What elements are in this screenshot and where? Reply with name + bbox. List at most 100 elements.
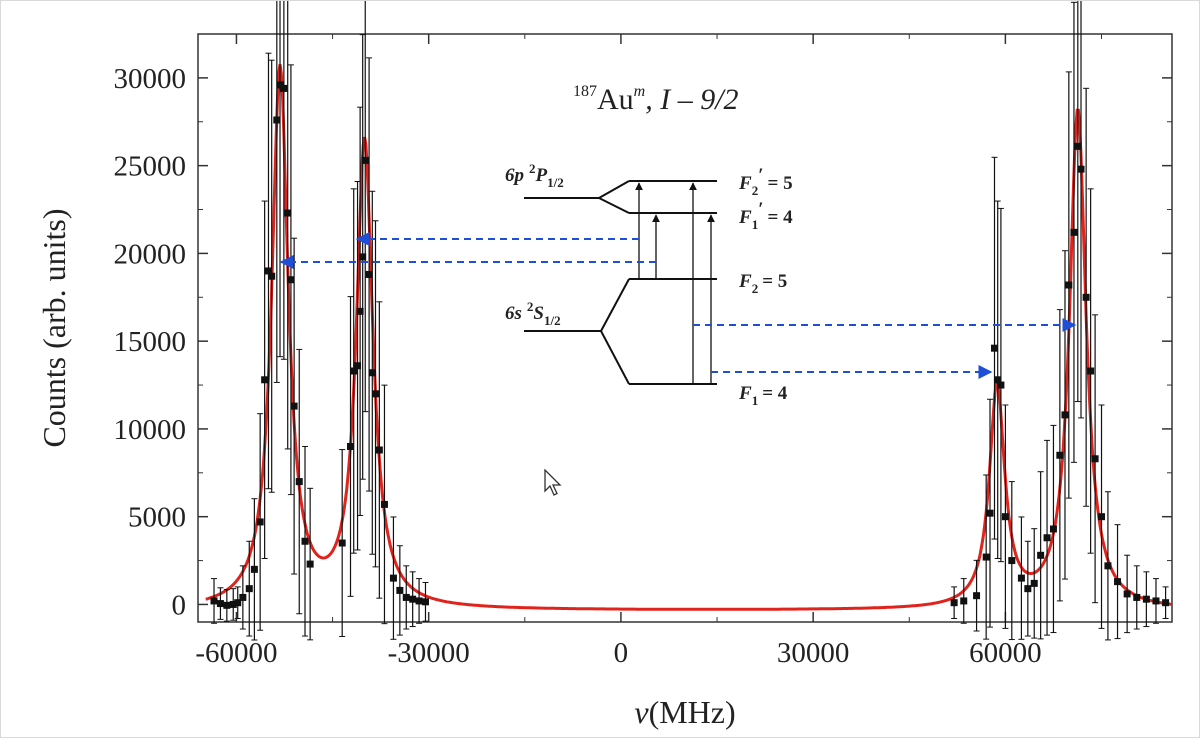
- x-tick-label: 0: [614, 637, 629, 669]
- data-point: [409, 571, 417, 628]
- data-point: [1030, 528, 1038, 639]
- point-marker: [986, 509, 994, 517]
- point-marker: [409, 595, 417, 603]
- x-tick-labels: -60000 -30000 0 30000 60000: [195, 637, 1041, 669]
- data-point: [295, 348, 303, 615]
- y-tick-label: 25000: [114, 151, 187, 183]
- lower-split-bottom: [600, 330, 630, 385]
- point-marker: [950, 599, 958, 607]
- data-point: [1001, 404, 1009, 629]
- point-marker: [1104, 562, 1112, 570]
- point-marker: [997, 381, 1005, 389]
- point-marker: [1082, 293, 1090, 301]
- point-marker: [350, 367, 358, 375]
- point-marker: [1114, 578, 1122, 586]
- y-tick-labels: 0 5000 10000 15000 20000 25000 30000: [114, 63, 187, 622]
- sublevel-label-F2p: F2′ = 5: [738, 165, 793, 198]
- point-marker: [256, 518, 264, 526]
- data-point: [1070, 1, 1078, 463]
- point-marker: [347, 442, 355, 450]
- point-marker: [368, 369, 376, 377]
- y-axis-title: Counts (arb. units): [36, 208, 72, 447]
- data-point: [1065, 71, 1073, 499]
- data-point: [1142, 571, 1150, 628]
- y-tick-label: 5000: [128, 502, 186, 534]
- data-point: [365, 57, 373, 492]
- data-point: [347, 296, 355, 597]
- x-tick-label: 60000: [969, 637, 1042, 669]
- point-marker: [960, 597, 968, 605]
- y-tick-label: 15000: [114, 326, 187, 358]
- point-marker: [1077, 165, 1085, 173]
- point-marker: [1056, 451, 1064, 459]
- plot-area-frame: [197, 33, 1173, 623]
- x-axis-symbol: ν: [634, 694, 649, 730]
- data-point: [415, 578, 423, 624]
- data-point: [356, 106, 364, 516]
- point-marker: [1024, 585, 1032, 593]
- point-marker: [273, 116, 281, 124]
- x-axis-title: ν(MHz): [634, 694, 735, 730]
- data-point: [973, 559, 981, 632]
- data-point: [264, 52, 272, 490]
- title-isomer: m: [634, 83, 646, 100]
- point-marker: [1162, 599, 1170, 607]
- point-marker: [973, 592, 981, 600]
- data-point: [389, 516, 397, 640]
- sublevel-label-F1p: F1′ = 4: [738, 199, 793, 232]
- point-marker: [301, 537, 309, 545]
- data-point: [284, 0, 292, 450]
- point-marker: [1030, 579, 1038, 587]
- point-marker: [284, 209, 292, 217]
- point-marker: [290, 402, 298, 410]
- data-point: [997, 207, 1005, 563]
- point-marker: [1017, 574, 1025, 582]
- point-marker: [229, 600, 237, 608]
- data-point: [245, 540, 253, 637]
- point-marker: [1037, 551, 1045, 559]
- data-point: [982, 474, 990, 640]
- data-point: [950, 586, 958, 619]
- data-point: [216, 587, 224, 620]
- point-marker: [389, 574, 397, 582]
- data-point: [402, 565, 410, 630]
- point-marker: [1133, 593, 1141, 601]
- title-mass-number: 187: [573, 83, 597, 100]
- data-point: [210, 578, 218, 624]
- upper-split-bottom: [598, 197, 630, 214]
- data-point: [361, 0, 369, 413]
- data-point: [350, 188, 358, 554]
- point-marker: [354, 362, 362, 370]
- sublevel-label-F1: F1 = 4: [738, 383, 788, 408]
- point-marker: [306, 560, 314, 568]
- point-marker: [982, 553, 990, 561]
- axis-ticks: [198, 34, 1172, 622]
- data-point: [1082, 87, 1090, 507]
- data-point: [1091, 314, 1099, 604]
- point-marker: [371, 390, 379, 398]
- point-marker: [1091, 455, 1099, 463]
- upper-level-label: 6p 2P1/2: [505, 161, 564, 190]
- point-marker: [287, 276, 295, 284]
- data-point: [371, 220, 379, 568]
- data-point: [1104, 491, 1112, 641]
- data-point: [306, 487, 314, 641]
- point-marker: [276, 81, 284, 89]
- data-points: [210, 0, 1170, 641]
- x-tick-label: -60000: [195, 637, 277, 669]
- point-marker: [1049, 525, 1057, 533]
- point-marker: [991, 344, 999, 352]
- point-marker: [245, 585, 253, 593]
- energy-level-diagram: 6p 2P1/2 6s 2S1/2 F2′ = 5 F1′ = 4 F2 = 5 F1 = …: [279, 161, 1077, 408]
- upper-split-top: [598, 180, 630, 199]
- title-element: Au: [597, 83, 634, 116]
- point-marker: [1152, 597, 1160, 605]
- data-point: [1008, 481, 1016, 641]
- data-point: [1123, 554, 1131, 634]
- data-point: [256, 413, 264, 631]
- point-marker: [1142, 595, 1150, 603]
- data-point: [1061, 250, 1069, 580]
- point-marker: [1008, 557, 1016, 565]
- data-point: [1098, 404, 1106, 629]
